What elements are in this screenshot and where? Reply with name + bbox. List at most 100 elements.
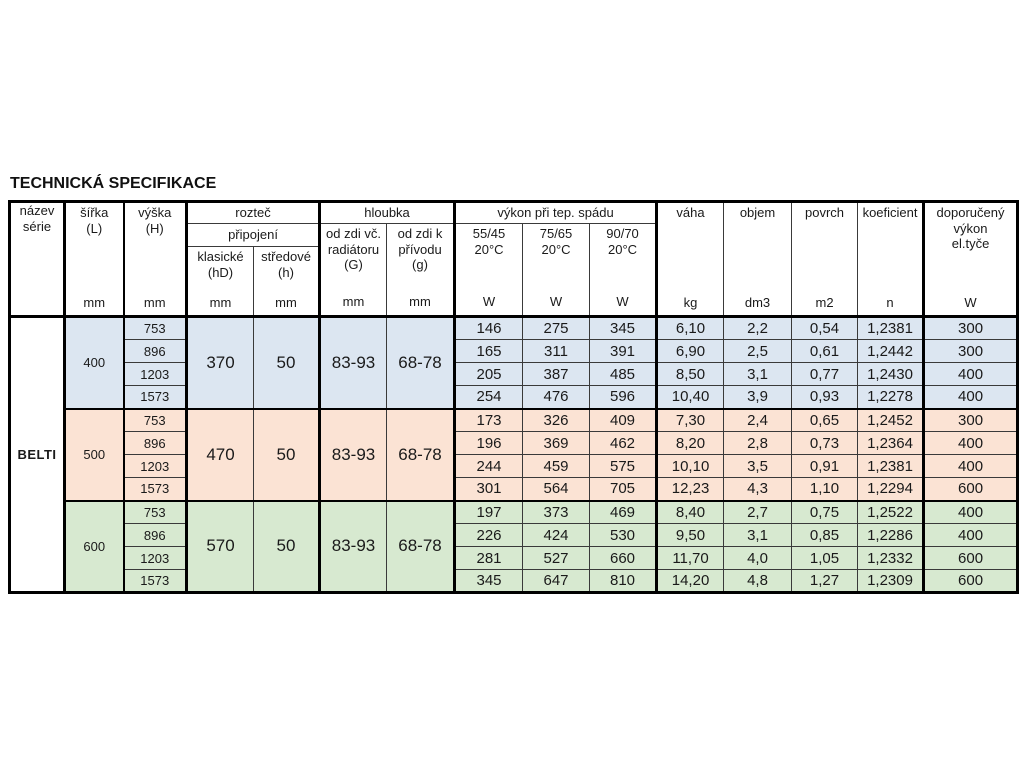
coefficient-cell: 1,2430 [857, 362, 925, 386]
volume-cell: 4,3 [723, 477, 793, 501]
group-header-roztec: rozteč [185, 201, 320, 224]
column-unit: mm [275, 295, 297, 311]
group-header-pripojeni: připojení [185, 223, 320, 247]
power-5545-cell: 281 [453, 546, 524, 570]
height-cell: 753 [122, 499, 187, 524]
weight-cell: 6,10 [655, 316, 725, 340]
weight-cell: 12,23 [655, 477, 725, 501]
power-9070-cell: 391 [589, 339, 658, 363]
table-row: 1203 281 527 660 11,70 4,0 1,05 1,2332 6… [10, 546, 1019, 570]
recommended-power-cell: 400 [922, 454, 1019, 478]
power-9070-cell: 810 [589, 569, 658, 593]
width-cell: 600 [63, 499, 124, 593]
volume-cell: 3,5 [723, 454, 793, 478]
surface-cell: 1,10 [791, 477, 859, 501]
volume-cell: 4,0 [723, 546, 793, 570]
volume-cell: 3,9 [723, 385, 793, 409]
column-unit: mm [83, 295, 106, 311]
column-header-od-zdi-k-privodu: od zdi k přívodu (g) mm [385, 223, 456, 318]
column-header-label: 90/70 20°C [606, 226, 639, 257]
power-7565-cell: 387 [522, 362, 591, 386]
power-5545-cell: 165 [453, 339, 524, 363]
power-9070-cell: 345 [589, 316, 658, 340]
table-row: 896 165 311 391 6,90 2,5 0,61 1,2442 300 [10, 339, 1019, 363]
surface-cell: 1,05 [791, 546, 859, 570]
width-cell: 400 [63, 316, 124, 409]
weight-cell: 10,40 [655, 385, 725, 409]
column-unit: m2 [815, 295, 834, 311]
header-row-3: klasické (hD) mm středové (h) mm [10, 246, 1018, 318]
column-header-label: váha [676, 205, 705, 220]
volume-cell: 3,1 [723, 362, 793, 386]
power-5545-cell: 197 [453, 499, 524, 524]
page-title: TECHNICKÁ SPECIFIKACE [10, 175, 217, 192]
weight-cell: 9,50 [655, 523, 725, 547]
power-9070-cell: 705 [589, 477, 658, 501]
height-cell: 1573 [122, 477, 187, 501]
coefficient-cell: 1,2381 [857, 316, 925, 340]
table-row: 896 196 369 462 8,20 2,8 0,73 1,2364 400 [10, 431, 1019, 455]
surface-cell: 0,54 [791, 316, 859, 340]
table-row: 1573 301 564 705 12,23 4,3 1,10 1,2294 6… [10, 477, 1019, 501]
surface-cell: 0,65 [791, 407, 859, 432]
volume-cell: 2,7 [723, 499, 793, 524]
height-cell: 1573 [122, 569, 187, 593]
power-5545-cell: 301 [453, 477, 524, 501]
group-header-hloubka: hloubka [317, 201, 456, 224]
depth-to-supply-cell: 68-78 [385, 499, 456, 593]
volume-cell: 2,5 [723, 339, 793, 363]
recommended-power-cell: 400 [922, 499, 1019, 524]
column-header-label: od zdi k přívodu (g) [397, 226, 443, 273]
column-header-sirka: šířka (L) mm [63, 201, 124, 318]
volume-cell: 4,8 [723, 569, 793, 593]
column-header-nazev-serie: název série [9, 201, 65, 318]
height-cell: 1203 [122, 454, 187, 478]
height-cell: 1203 [122, 362, 187, 386]
column-header-stredove: středové (h) mm [253, 246, 320, 318]
column-header-koeficient: koeficient n [857, 201, 925, 318]
column-header-vykon-5545: 55/45 20°C W [453, 223, 524, 318]
coefficient-cell: 1,2309 [857, 569, 925, 593]
header-row-2: připojení od zdi vč. radiátoru (G) mm od… [10, 223, 1018, 318]
power-7565-cell: 527 [522, 546, 591, 570]
column-header-vykon-7565: 75/65 20°C W [522, 223, 591, 318]
recommended-power-cell: 600 [922, 477, 1019, 501]
table-row: 1203 244 459 575 10,10 3,5 0,91 1,2381 4… [10, 454, 1019, 478]
power-5545-cell: 254 [453, 385, 524, 409]
table-row: 1573 345 647 810 14,20 4,8 1,27 1,2309 6… [10, 569, 1019, 593]
power-5545-cell: 196 [453, 431, 524, 455]
column-header-objem: objem dm3 [723, 201, 793, 318]
column-header-vyska: výška (H) mm [122, 201, 187, 318]
column-header-label: doporučený výkon el.tyče [936, 205, 1005, 252]
power-9070-cell: 409 [589, 407, 658, 432]
column-header-vaha: váha kg [655, 201, 725, 318]
weight-cell: 8,50 [655, 362, 725, 386]
coefficient-cell: 1,2452 [857, 407, 925, 432]
pitch-classic-cell: 570 [185, 499, 254, 593]
power-7565-cell: 476 [522, 385, 591, 409]
coefficient-cell: 1,2332 [857, 546, 925, 570]
column-unit: W [964, 295, 977, 311]
depth-incl-radiator-cell: 83-93 [318, 499, 387, 593]
power-9070-cell: 530 [589, 523, 658, 547]
recommended-power-cell: 300 [922, 316, 1019, 340]
power-7565-cell: 564 [522, 477, 591, 501]
height-cell: 1573 [122, 385, 187, 409]
column-unit: mm [409, 294, 431, 310]
coefficient-cell: 1,2522 [857, 499, 925, 524]
column-header-label: objem [739, 205, 776, 220]
recommended-power-cell: 400 [922, 362, 1019, 386]
power-5545-cell: 345 [453, 569, 524, 593]
pitch-center-cell: 50 [253, 316, 320, 409]
depth-to-supply-cell: 68-78 [385, 316, 456, 409]
column-header-label: 75/65 20°C [539, 226, 573, 257]
column-unit: n [886, 295, 894, 311]
column-header-od-zdi-vc-radiatoru: od zdi vč. radiátoru (G) mm [318, 223, 387, 318]
depth-to-supply-cell: 68-78 [385, 407, 456, 501]
recommended-power-cell: 600 [922, 546, 1019, 570]
power-7565-cell: 326 [522, 407, 591, 432]
weight-cell: 8,20 [655, 431, 725, 455]
power-5545-cell: 226 [453, 523, 524, 547]
series-name-cell: BELTI [9, 316, 65, 593]
